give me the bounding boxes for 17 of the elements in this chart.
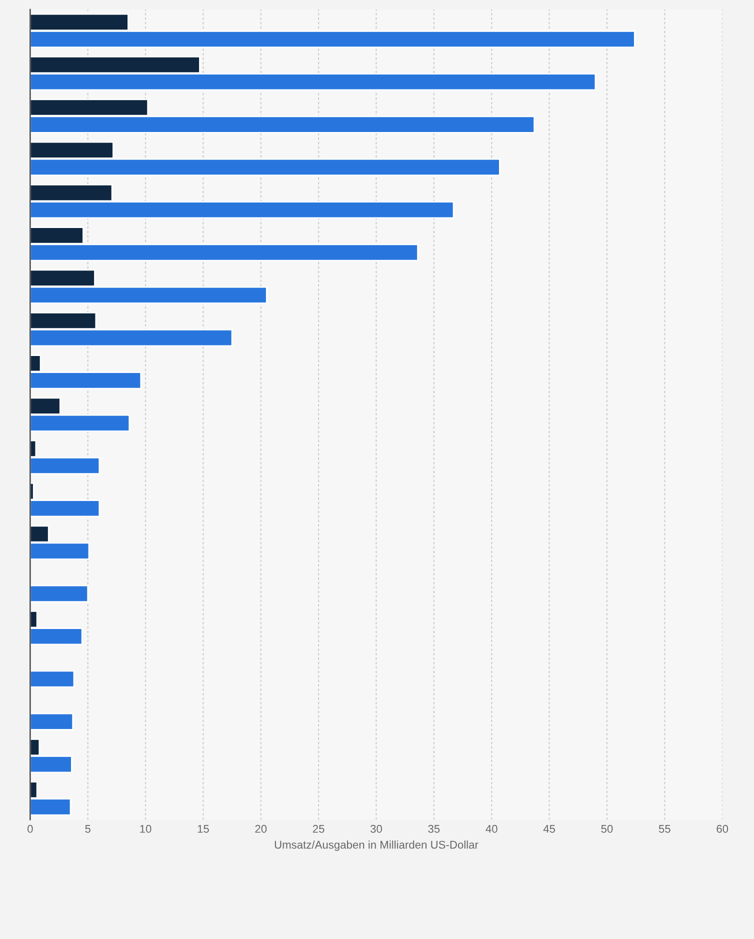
bar bbox=[30, 712, 74, 730]
bar bbox=[30, 670, 75, 688]
x-tick-label: 20 bbox=[255, 824, 267, 833]
x-tick-label: 30 bbox=[370, 824, 382, 833]
x-tick-label: 0 bbox=[28, 824, 33, 833]
x-tick-label: 60 bbox=[716, 824, 728, 833]
x-tick-label: 10 bbox=[140, 824, 152, 833]
x-axis-title: Umsatz/Ausgaben in Milliarden US-Dollar bbox=[274, 840, 478, 851]
x-tick-label: 55 bbox=[658, 825, 670, 833]
x-tick-label: 45 bbox=[543, 825, 556, 833]
x-tick-label: 50 bbox=[601, 824, 613, 833]
x-tick-label: 5 bbox=[85, 825, 90, 833]
x-tick-label: 40 bbox=[486, 824, 498, 833]
x-tick-label: 25 bbox=[312, 824, 324, 833]
bar bbox=[30, 584, 89, 602]
x-tick-label: 35 bbox=[428, 824, 440, 833]
x-tick-label: 15 bbox=[198, 825, 209, 833]
